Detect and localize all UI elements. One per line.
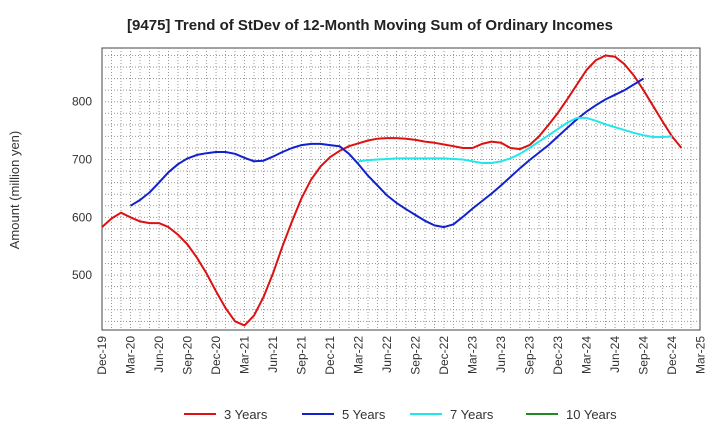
y-tick-label: 800 [72, 95, 92, 109]
x-tick-label: Sep-22 [409, 336, 423, 375]
x-tick-label: Jun-24 [608, 336, 622, 373]
x-tick-label: Jun-22 [380, 336, 394, 373]
x-tick-label: Mar-21 [238, 336, 252, 374]
legend: 3 Years 5 Years 7 Years 10 Years [184, 407, 617, 422]
series-lines [101, 54, 683, 327]
x-tick-label: Dec-19 [95, 336, 109, 375]
x-tick-label: Mar-25 [694, 336, 708, 374]
x-tick-label: Dec-23 [551, 336, 565, 375]
series-line [101, 54, 683, 327]
x-tick-label: Sep-20 [181, 336, 195, 375]
x-tick-label: Jun-21 [266, 336, 280, 373]
x-tick-label: Mar-23 [466, 336, 480, 374]
legend-label: 3 Years [224, 407, 268, 422]
x-tick-label: Sep-21 [295, 336, 309, 375]
x-tick-label: Sep-24 [637, 336, 651, 375]
y-tick-label: 700 [72, 153, 92, 167]
x-tick-label: Dec-24 [665, 336, 679, 375]
x-tick-label: Jun-23 [494, 336, 508, 373]
x-tick-label: Mar-22 [352, 336, 366, 374]
y-tick-label: 600 [72, 210, 92, 224]
x-tick-label: Dec-21 [323, 336, 337, 375]
x-tick-label: Jun-20 [152, 336, 166, 373]
x-tick-label: Sep-23 [523, 336, 537, 375]
series-line [358, 116, 673, 164]
x-gridlines [111, 48, 692, 330]
x-tick-label: Dec-20 [209, 336, 223, 375]
y-tick-label: 500 [72, 268, 92, 282]
x-tick-label: Dec-22 [437, 336, 451, 375]
y-tick-labels: 500 600 700 800 [72, 95, 92, 282]
plot-area [101, 47, 701, 331]
legend-label: 10 Years [566, 407, 617, 422]
chart-title: [9475] Trend of StDev of 12-Month Moving… [127, 17, 613, 34]
x-tick-label: Mar-20 [124, 336, 138, 374]
legend-label: 7 Years [450, 407, 494, 422]
y-axis-label: Amount (million yen) [7, 131, 22, 250]
x-tick-labels: Dec-19 Mar-20 Jun-20 Sep-20 Dec-20 Mar-21 Jun-… [95, 336, 708, 375]
x-tick-label: Mar-24 [580, 336, 594, 374]
series-line [129, 77, 645, 229]
legend-label: 5 Years [342, 407, 386, 422]
